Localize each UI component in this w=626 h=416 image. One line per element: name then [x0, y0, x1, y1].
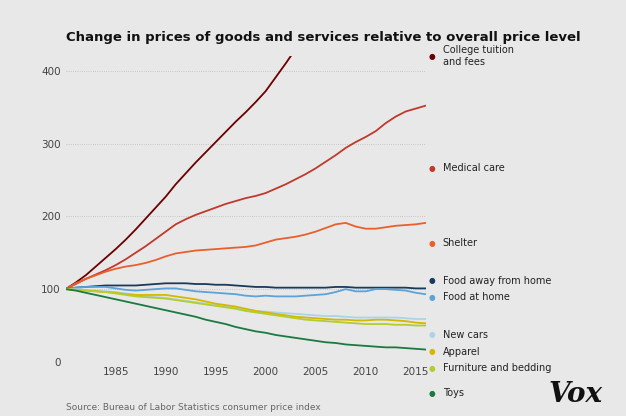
Text: Shelter: Shelter — [443, 238, 478, 248]
Text: New cars: New cars — [443, 330, 488, 340]
Text: Vox: Vox — [549, 381, 603, 408]
Text: ●: ● — [429, 330, 438, 339]
Text: Change in prices of goods and services relative to overall price level: Change in prices of goods and services r… — [66, 31, 580, 44]
Text: ●: ● — [429, 164, 438, 173]
Text: Toys: Toys — [443, 388, 464, 398]
Text: ●: ● — [429, 239, 438, 248]
Text: Source: Bureau of Labor Statistics consumer price index: Source: Bureau of Labor Statistics consu… — [66, 403, 321, 412]
Text: ●: ● — [429, 347, 438, 356]
Text: Food away from home: Food away from home — [443, 276, 551, 286]
Text: ●: ● — [429, 52, 438, 61]
Text: ●: ● — [429, 389, 438, 398]
Text: Furniture and bedding: Furniture and bedding — [443, 363, 551, 373]
Text: ●: ● — [429, 364, 438, 373]
Text: Medical care: Medical care — [443, 163, 505, 173]
Text: Food at home: Food at home — [443, 292, 510, 302]
Text: College tuition
and fees: College tuition and fees — [443, 45, 513, 67]
Text: Apparel: Apparel — [443, 347, 480, 357]
Text: ●: ● — [429, 293, 438, 302]
Text: ●: ● — [429, 276, 438, 285]
